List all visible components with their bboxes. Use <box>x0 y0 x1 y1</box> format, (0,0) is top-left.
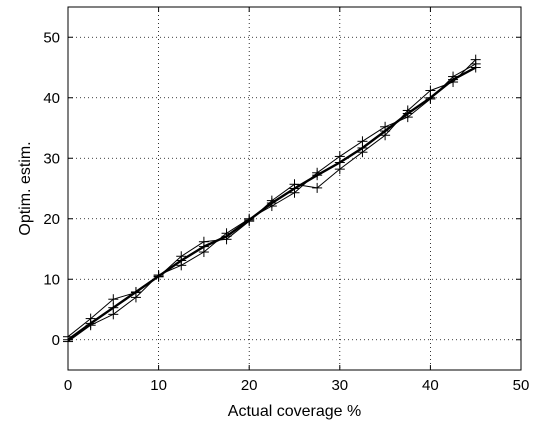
data-point-marker <box>85 320 96 331</box>
data-point-marker <box>198 247 209 258</box>
data-point-marker <box>198 236 209 247</box>
data-point-marker <box>244 213 255 224</box>
data-point-marker <box>312 182 323 193</box>
data-point-marker <box>380 130 391 141</box>
data-point-marker <box>425 85 436 96</box>
x-tick-label: 10 <box>150 377 167 394</box>
x-tick-label: 40 <box>422 377 439 394</box>
data-point-marker <box>108 309 119 320</box>
data-point-marker <box>221 228 232 239</box>
y-tick-label: 50 <box>43 29 60 46</box>
series-group <box>63 54 481 347</box>
x-axis-title: Actual coverage % <box>228 403 361 420</box>
ticks: 0 10 20 30 40 50 0 10 20 30 40 50 <box>43 7 529 394</box>
data-point-marker <box>312 167 323 178</box>
data-point-marker <box>402 112 413 123</box>
data-point-marker <box>357 136 368 147</box>
data-point-marker <box>357 147 368 158</box>
y-tick-label: 40 <box>43 90 60 107</box>
data-point-marker <box>153 270 164 281</box>
data-point-marker <box>108 294 119 305</box>
data-point-marker <box>130 292 141 303</box>
data-point-marker <box>266 201 277 212</box>
y-tick-label: 30 <box>43 150 60 167</box>
data-point-marker <box>425 93 436 104</box>
y-tick-label: 0 <box>52 332 60 349</box>
y-tick-label: 20 <box>43 211 60 228</box>
data-point-marker <box>448 71 459 82</box>
data-point-marker <box>176 260 187 271</box>
data-point-marker <box>289 187 300 198</box>
y-tick-label: 10 <box>43 271 60 288</box>
x-tick-label: 0 <box>64 377 72 394</box>
plot-frame <box>67 6 522 371</box>
y-axis-title: Optim. estim. <box>17 141 34 235</box>
data-point-marker <box>334 151 345 162</box>
data-point-marker <box>380 121 391 132</box>
x-tick-label: 50 <box>513 377 530 394</box>
x-tick-label: 30 <box>331 377 348 394</box>
data-point-marker <box>289 179 300 190</box>
data-point-marker <box>334 164 345 175</box>
data-point-marker <box>176 251 187 262</box>
x-tick-label: 20 <box>241 377 258 394</box>
data-point-marker <box>470 58 481 69</box>
